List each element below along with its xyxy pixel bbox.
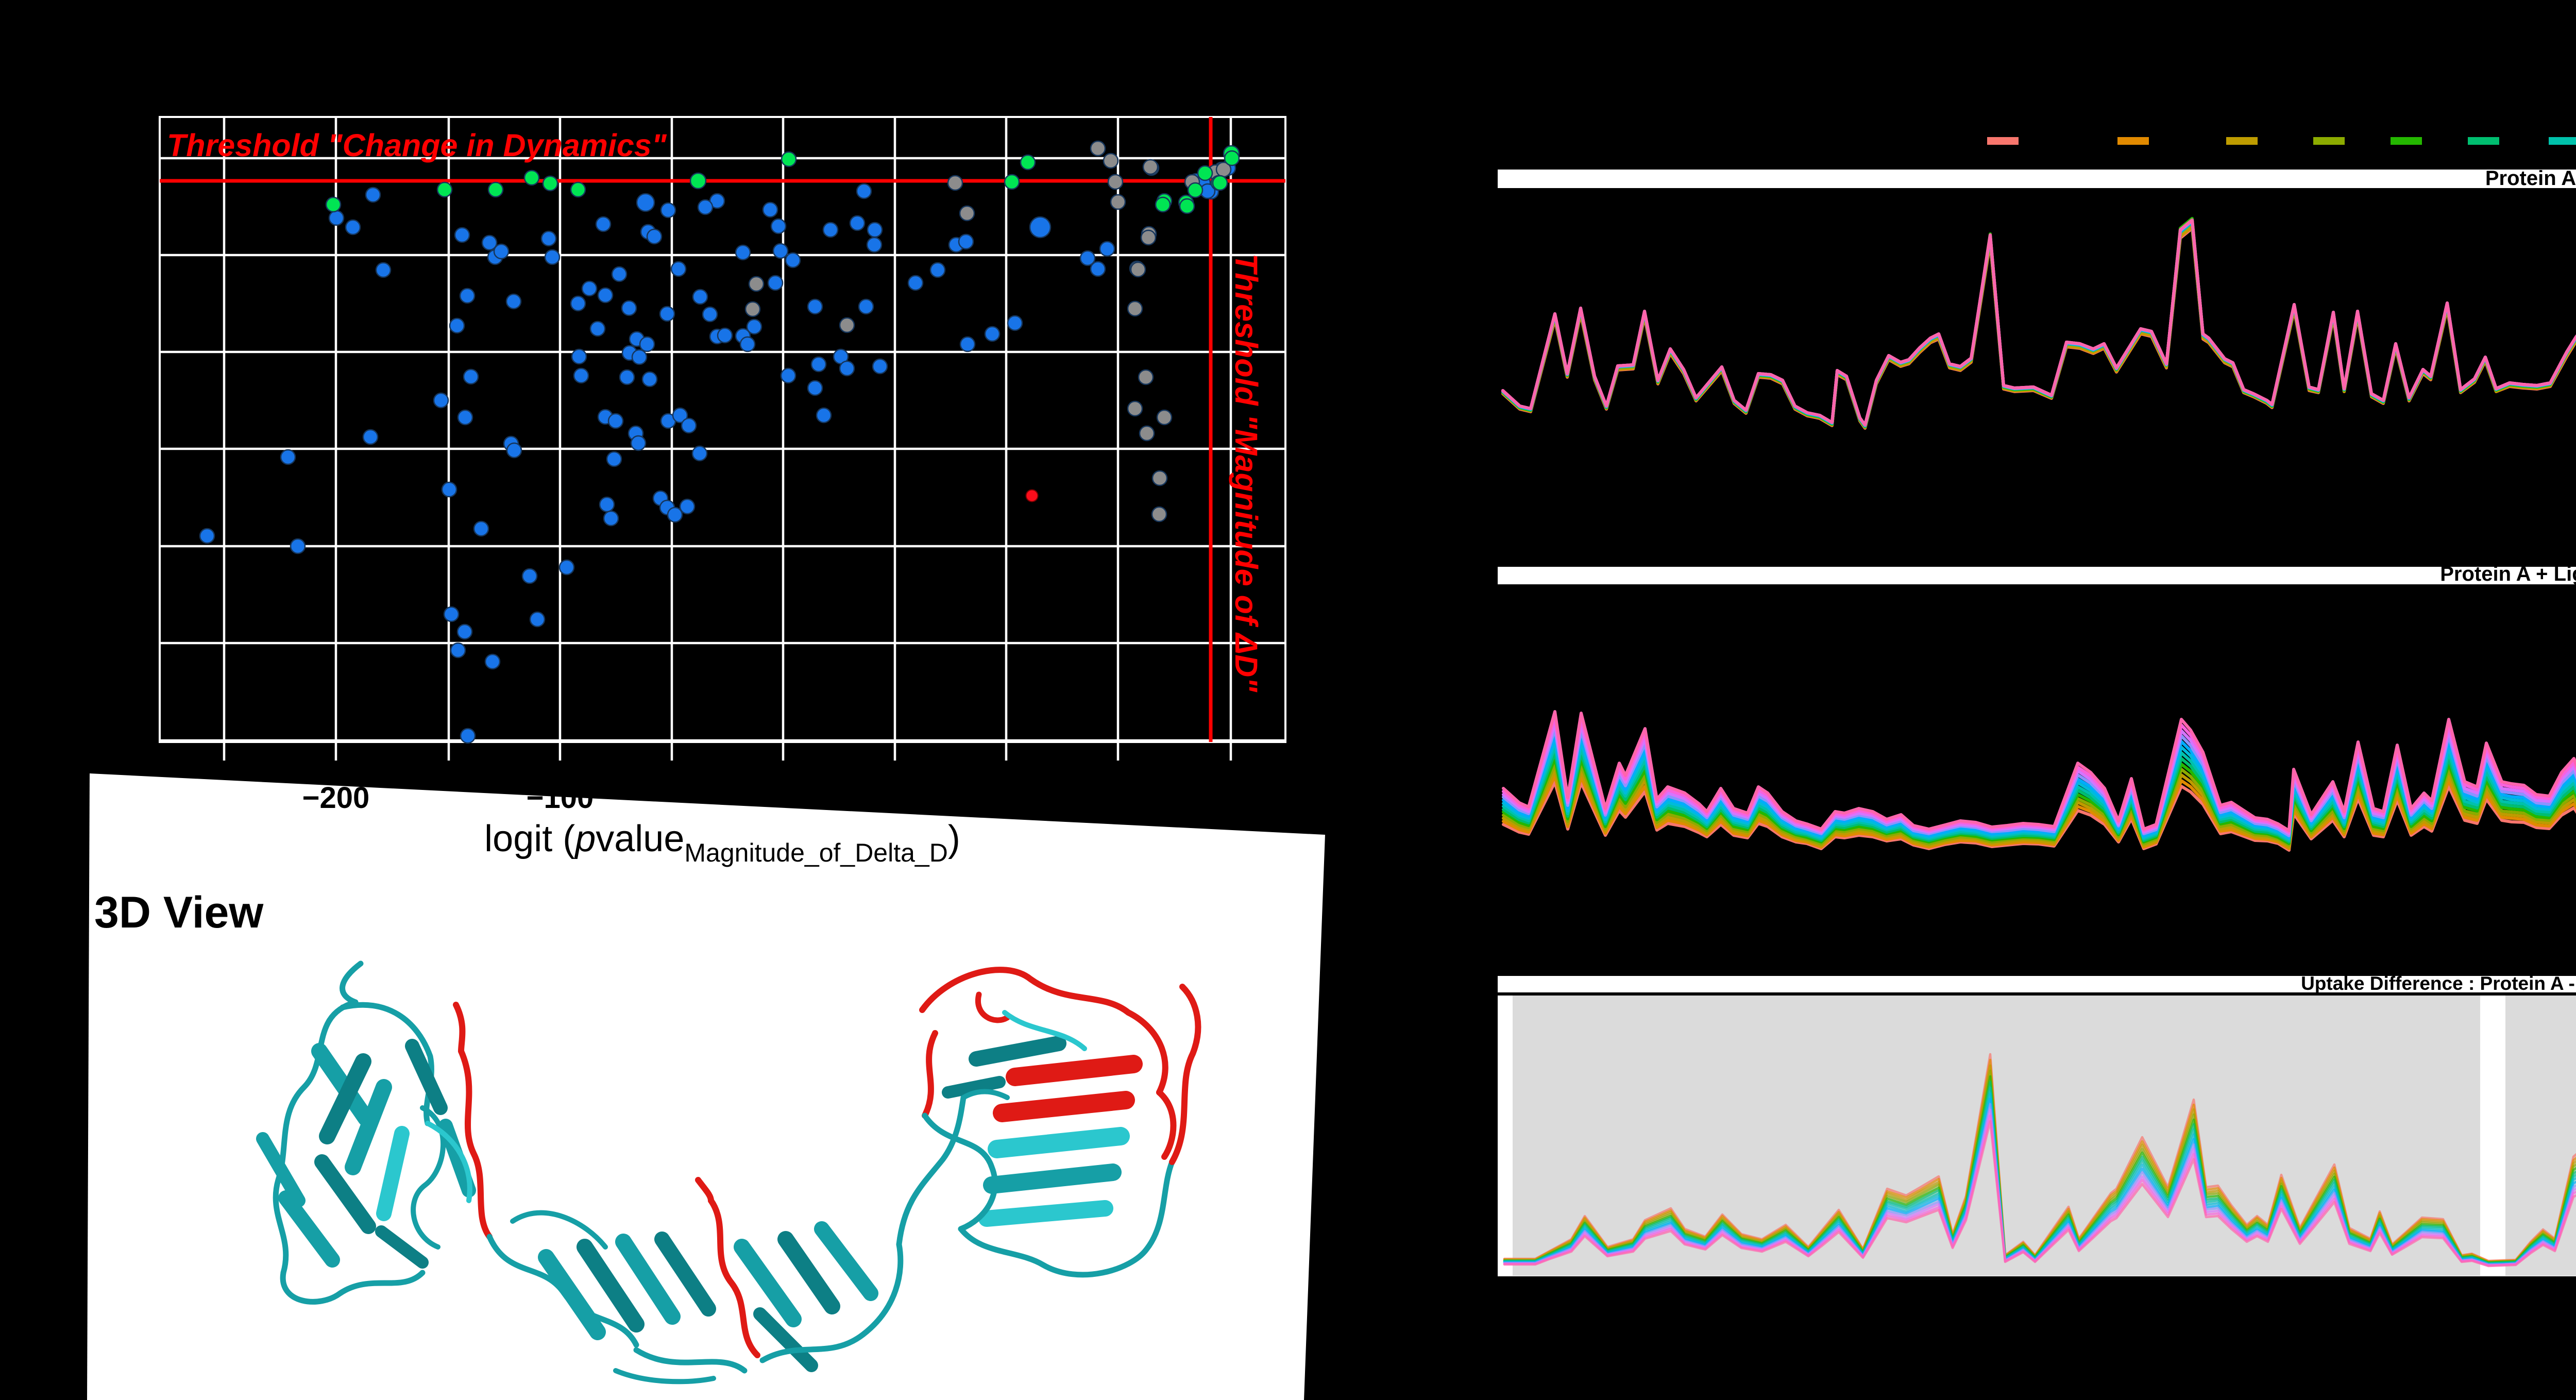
svg-text:Threshold "Magnitude of ΔD": Threshold "Magnitude of ΔD" (1229, 254, 1264, 693)
svg-text:3D View: 3D View (94, 888, 264, 937)
svg-text:Uptake Difference : Protein A: Uptake Difference : Protein A - (Protein… (2301, 973, 2576, 994)
svg-text:Protein A: Protein A (2485, 167, 2576, 190)
svg-text:Protein A + Ligand: Protein A + Ligand (2440, 563, 2576, 585)
svg-text:Threshold "Change in Dynamics": Threshold "Change in Dynamics" (167, 128, 667, 163)
svg-text:−100: −100 (527, 781, 594, 815)
svg-text:−200: −200 (302, 781, 370, 815)
